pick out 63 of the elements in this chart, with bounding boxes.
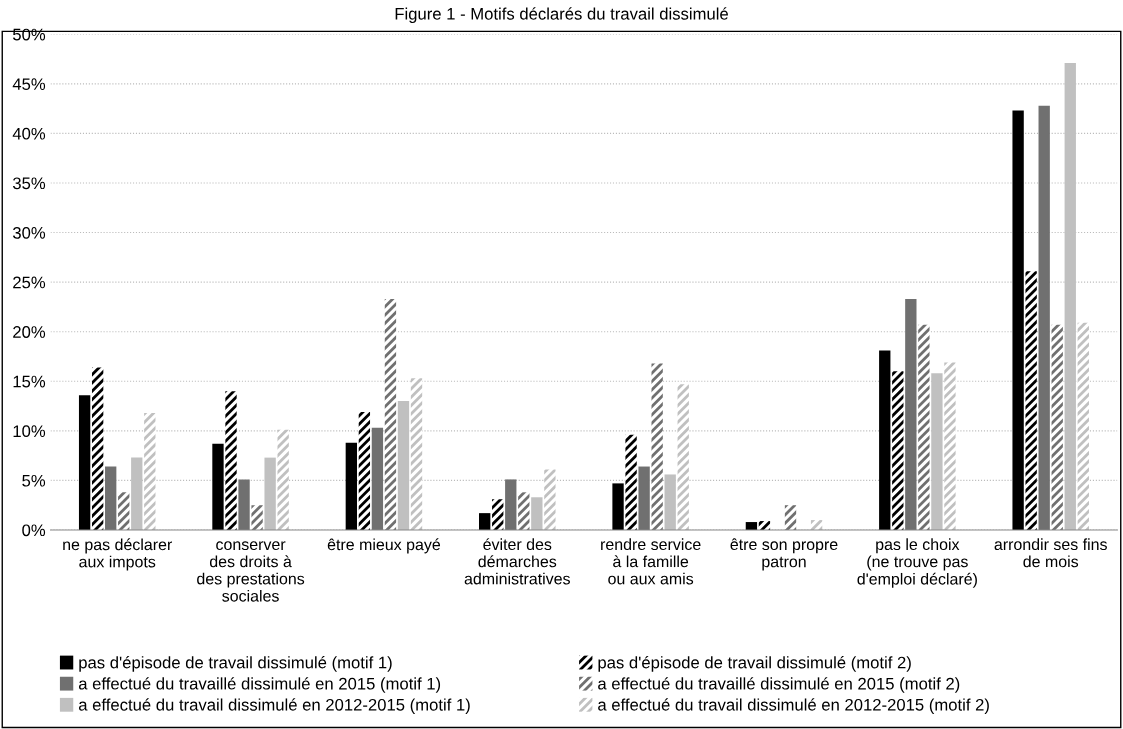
bar: [638, 466, 650, 530]
bar: [358, 412, 371, 530]
y-tick-label: 5%: [22, 474, 46, 487]
y-tick-label: 35%: [12, 177, 46, 190]
x-tick-label: être son propre patron: [730, 538, 838, 571]
x-tick-label: éviter des démarches administratives: [464, 538, 570, 585]
bar: [677, 384, 689, 530]
bar: [651, 363, 663, 530]
bar: [118, 492, 130, 530]
bar: [238, 479, 250, 530]
bar: [479, 513, 491, 530]
bar: [410, 378, 423, 530]
bar: [345, 442, 357, 530]
bar: [225, 391, 237, 530]
bar: [544, 469, 556, 530]
bar: [492, 499, 504, 530]
bar: [1025, 271, 1037, 530]
bar: [879, 350, 891, 530]
bar: [91, 367, 104, 530]
y-tick-label: 30%: [12, 226, 46, 239]
y-tick-label: 10%: [13, 425, 46, 438]
bar: [78, 395, 91, 530]
bar: [892, 371, 904, 530]
bar: [251, 505, 263, 530]
x-tick-label: être mieux payé: [327, 538, 441, 554]
bar: [1077, 322, 1089, 530]
bar: [105, 466, 117, 530]
bar: [1012, 110, 1024, 530]
x-tick-label: conserver des droits à des prestations sociales: [197, 541, 305, 602]
chart-title: Figure 1 - Motifs déclarés du travail dissimulé: [395, 7, 728, 24]
bar: [144, 412, 156, 530]
bar: [918, 324, 930, 530]
legend-label: pas d'épisode de travail dissimulé (motif 1): [79, 656, 392, 672]
bar: [371, 427, 384, 530]
y-tick-label: 45%: [12, 78, 46, 91]
legend-label: a effectué du travail dissimulé en 2012-2015 (motif 2): [598, 698, 989, 714]
bar: [384, 298, 397, 530]
legend-label: a effectué du travail dissimulé en 2012-2015 (motif 1): [78, 698, 470, 714]
bar: [518, 492, 530, 530]
bar: [212, 443, 224, 530]
bar: [1051, 324, 1063, 530]
legend-label: a effectué du travaillé dissimulé en 2015 (motif 2): [598, 677, 960, 693]
legend-label: pas d'épisode de travail dissimulé (motif 2): [598, 656, 911, 672]
bar: [612, 483, 624, 530]
bar: [944, 362, 956, 530]
bar: [1038, 105, 1050, 530]
x-tick-label: pas le choix (ne trouve pas d'emploi déclaré): [857, 538, 977, 588]
y-tick-label: 40%: [12, 127, 46, 140]
bar: [531, 497, 543, 530]
bar: [905, 298, 917, 530]
bar: [505, 479, 517, 530]
legend-label: a effectué du travaillé dissimulé en 2015 (motif 1): [78, 677, 441, 693]
y-tick-label: 0%: [22, 524, 46, 537]
bar: [625, 434, 637, 530]
bar: [264, 457, 276, 530]
bar: [277, 429, 289, 530]
y-tick-label: 25%: [13, 276, 46, 289]
y-tick-label: 20%: [13, 326, 46, 338]
x-tick-label: ne pas déclarer aux impots: [63, 538, 172, 571]
x-tick-label: arrondir ses fins de mois: [994, 538, 1107, 568]
bar: [784, 505, 797, 530]
x-tick-label: rendre service à la famille ou aux amis: [601, 538, 701, 585]
y-tick-label: 15%: [13, 375, 46, 388]
